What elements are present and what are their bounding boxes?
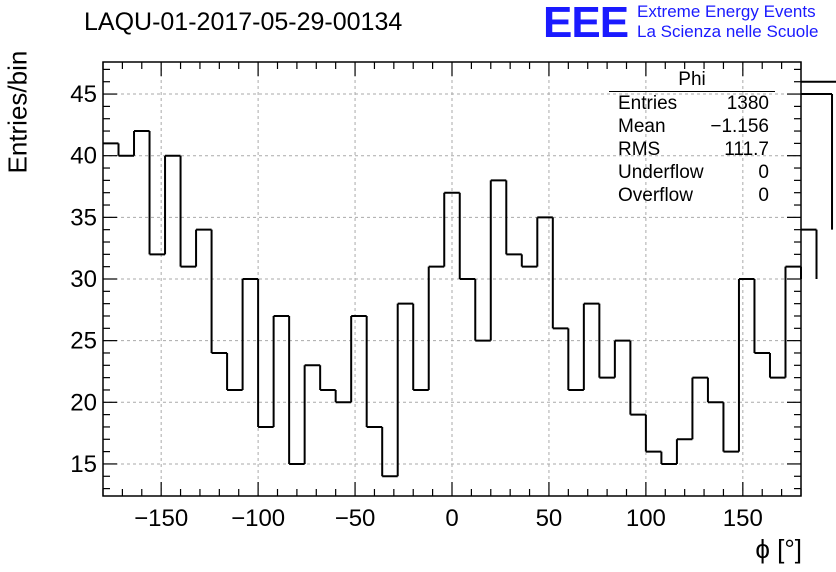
y-tick-label: 35	[70, 204, 97, 231]
histogram-bin	[164, 154, 181, 255]
histogram-bin	[179, 155, 197, 268]
stats-row: RMS 111.7	[609, 138, 775, 161]
histogram-bin	[801, 80, 836, 83]
histogram-bin	[598, 303, 615, 379]
stats-value: 1380	[726, 93, 769, 114]
histogram-bin	[257, 279, 274, 428]
x-tick-label: 150	[723, 505, 763, 532]
histogram-bin	[412, 303, 429, 391]
histogram-bin	[629, 340, 646, 416]
stats-label: Mean	[618, 116, 666, 137]
histogram-bin	[722, 402, 739, 453]
y-tick-label: 45	[70, 81, 97, 108]
histogram-bin	[489, 179, 507, 341]
stats-row: Underflow 0	[609, 161, 775, 184]
stats-label: RMS	[618, 139, 661, 160]
histogram-bin	[474, 279, 491, 342]
histogram-bin	[520, 254, 538, 268]
x-tick-label: 50	[536, 505, 563, 532]
histogram-bin	[706, 377, 724, 404]
histogram-bin	[133, 130, 150, 156]
histogram-bin	[536, 216, 553, 267]
histogram-bin	[117, 143, 135, 157]
histogram-bin	[551, 217, 569, 330]
x-tick-label: −50	[335, 505, 376, 532]
histogram-bin	[148, 131, 166, 256]
histogram-bin	[365, 315, 383, 428]
stats-box: Phi Entries 1380 Mean −1.156 RMS 111.7 U…	[609, 70, 775, 207]
histogram-bin	[613, 339, 631, 378]
histogram-bin	[660, 451, 677, 465]
histogram-bin	[427, 265, 445, 390]
histogram-bin	[443, 191, 460, 267]
chart-title: LAQU-01-2017-05-29-00134	[84, 8, 403, 36]
histogram-bin	[350, 314, 367, 403]
x-tick-label: 100	[626, 505, 666, 532]
histogram-bin	[675, 438, 693, 464]
y-axis-label: Entries/bin	[2, 50, 33, 174]
x-axis-label: ϕ [°]	[755, 534, 802, 564]
stats-value: 111.7	[724, 139, 769, 160]
histogram-bin	[582, 302, 600, 390]
histogram-bin	[241, 278, 259, 390]
histogram-bin	[753, 279, 770, 354]
histogram-bin	[505, 180, 522, 256]
histogram-bin	[226, 352, 243, 391]
eee-logo-text: Extreme Energy Events La Scienza nelle S…	[637, 2, 818, 42]
histogram-bin	[801, 93, 834, 230]
stats-title: Phi	[609, 70, 775, 92]
x-tick-label: 0	[445, 505, 458, 532]
logo-line-1: Extreme Energy Events	[637, 2, 816, 21]
histogram-bin	[272, 314, 290, 427]
histogram-bin	[210, 229, 228, 354]
x-tick-label: −100	[231, 505, 285, 532]
y-tick-label: 30	[70, 266, 97, 293]
eee-logo: EEE	[543, 0, 629, 47]
stats-row: Overflow 0	[609, 184, 775, 207]
histogram-bin	[801, 228, 818, 279]
histogram-bin	[644, 414, 662, 453]
stats-label: Entries	[618, 93, 678, 114]
y-tick-label: 40	[70, 143, 97, 170]
histogram-bin	[737, 278, 755, 452]
histogram-bin	[784, 265, 801, 378]
histogram-bin	[567, 328, 584, 391]
logo-line-2: La Scienza nelle Scuole	[637, 22, 819, 41]
stats-value: 0	[758, 162, 769, 183]
stats-row: Entries 1380	[609, 92, 775, 115]
stats-label: Overflow	[618, 185, 693, 206]
histogram-bin	[691, 376, 708, 440]
histogram-bin	[458, 192, 476, 280]
histogram-bin	[319, 365, 336, 391]
histogram-bin	[195, 228, 212, 267]
stats-row: Mean −1.156	[609, 115, 775, 138]
y-tick-label: 15	[70, 451, 97, 478]
x-tick-label: −150	[134, 505, 188, 532]
stats-value: −1.156	[710, 116, 769, 137]
y-tick-label: 25	[70, 328, 97, 355]
histogram-bin	[768, 352, 786, 379]
histogram-bin	[334, 389, 352, 404]
stats-label: Underflow	[618, 162, 704, 183]
stats-value: 0	[758, 185, 769, 206]
y-tick-label: 20	[70, 389, 97, 416]
histogram-bin	[303, 364, 321, 464]
histogram-bin	[396, 302, 414, 477]
histogram-bin	[381, 426, 398, 478]
histogram-bin	[288, 315, 305, 465]
